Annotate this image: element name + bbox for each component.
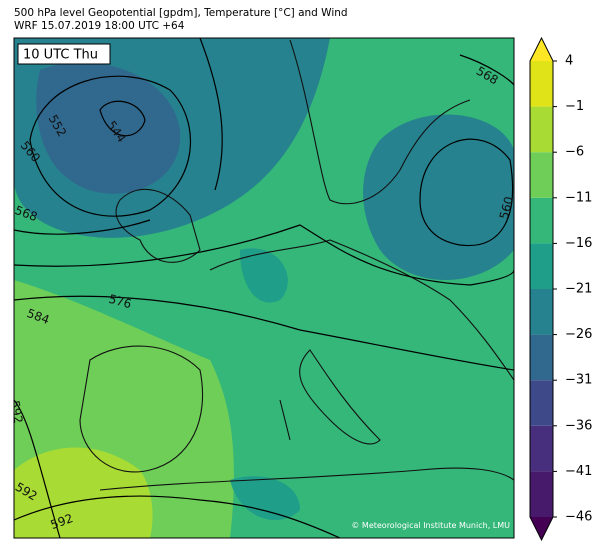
colorbar-tick-label: −26 — [565, 327, 592, 342]
colorbar-band — [530, 243, 553, 289]
colorbar-over — [530, 38, 553, 61]
map-frame — [13, 37, 515, 539]
colorbar-tick-label: −31 — [565, 373, 592, 388]
subtitle: WRF 15.07.2019 18:00 UTC +64 — [14, 20, 185, 32]
contour-label: 560 — [497, 195, 516, 221]
colorbar-tick-label: −21 — [565, 282, 592, 297]
colorbar: 4 −1 −6 −11 −16 −21 −26 −31 −36 −41 −46 — [529, 36, 592, 542]
colorbar-band — [530, 289, 553, 335]
colorbar-tick-label: −11 — [565, 190, 592, 205]
title: 500 hPa level Geopotential [gpdm], Tempe… — [14, 7, 348, 19]
time-label: 10 UTC Thu — [23, 48, 98, 63]
colorbar-tick-label: 4 — [565, 54, 573, 69]
colorbar-band — [530, 61, 553, 107]
colorbar-band — [530, 471, 553, 517]
colorbar-under — [530, 517, 553, 540]
colorbar-band — [530, 380, 553, 426]
colorbar-band — [530, 197, 553, 244]
colorbar-band — [530, 425, 553, 472]
colorbar-tick-label: −41 — [565, 464, 592, 479]
colorbar-tick-label: −1 — [565, 99, 584, 114]
colorbar-tick-label: −6 — [565, 145, 584, 160]
contour-label: 568 — [13, 203, 39, 224]
colorbar-band — [530, 152, 553, 198]
colorbar-band — [530, 334, 553, 381]
colorbar-tick-label: −16 — [565, 236, 592, 251]
colorbar-tick-label: −36 — [565, 418, 592, 433]
contour-label: 592 — [8, 399, 26, 424]
colorbar-tick-label: −46 — [565, 510, 592, 525]
colorbar-band — [530, 106, 553, 153]
credit: © Meteorological Institute Munich, LMU — [351, 521, 510, 530]
contour-label: 576 — [107, 292, 133, 311]
